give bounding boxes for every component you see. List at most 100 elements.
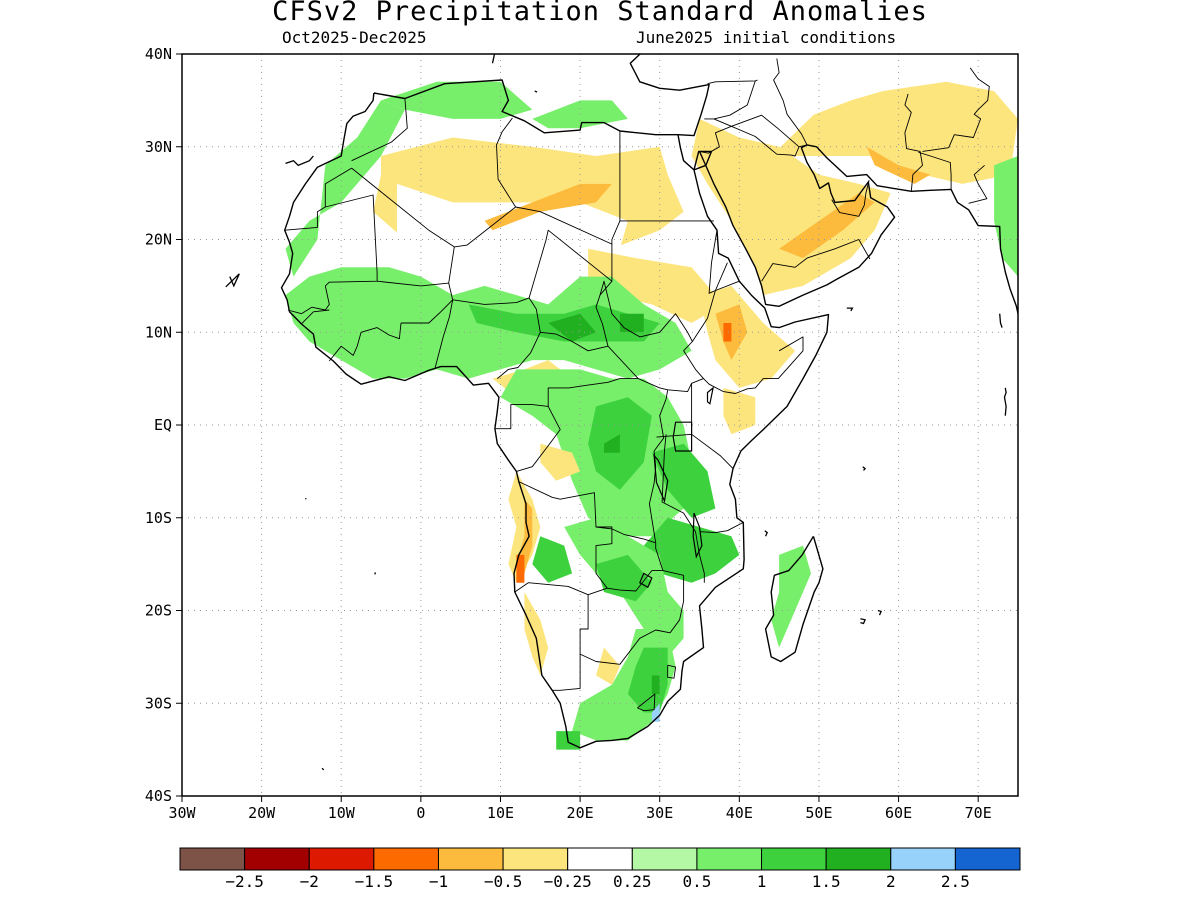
lat-tick-label: 40N (145, 45, 172, 63)
anomaly-region-3 (588, 248, 724, 323)
anomaly-region-27 (596, 554, 652, 602)
legend-label: 0.5 (682, 872, 711, 891)
anomaly-region-8 (747, 72, 851, 119)
country-border-2 (284, 167, 352, 231)
lat-tick-label: 30N (145, 138, 172, 156)
anomaly-region-21 (588, 397, 652, 490)
anomaly-region-34 (508, 471, 541, 583)
island-outline-12 (304, 497, 307, 500)
lon-tick-label: 10E (487, 804, 514, 822)
legend-label: −2.5 (225, 872, 264, 891)
lake-outline-1 (653, 453, 669, 504)
country-border-20 (518, 481, 613, 589)
country-border-0 (351, 117, 517, 248)
legend-label: −1.5 (355, 872, 394, 891)
country-border-43 (922, 67, 990, 152)
lon-tick-label: 60E (885, 804, 912, 822)
lat-tick-label: 40S (145, 787, 172, 805)
country-border-23 (579, 629, 671, 665)
island-outline-11 (374, 572, 377, 575)
anomaly-region-17 (619, 313, 644, 333)
country-border-15 (692, 280, 740, 342)
legend-swatch (179, 847, 246, 871)
legend-swatch (502, 847, 569, 871)
country-border-26 (648, 389, 669, 543)
subtitle-period: Oct2025-Dec2025 (282, 28, 427, 47)
country-border-5 (377, 246, 455, 287)
anomaly-region-36 (516, 554, 525, 583)
lon-tick-label: 10W (328, 804, 356, 822)
island-outline-5 (225, 273, 240, 288)
legend-swatch (890, 847, 956, 871)
coastline-4 (764, 535, 824, 663)
country-border-29 (661, 434, 705, 583)
anomaly-region-13 (285, 100, 405, 277)
country-border-30 (699, 522, 744, 534)
legend-label: −2 (300, 872, 319, 891)
country-border-32 (667, 664, 677, 679)
island-outline-1 (877, 609, 882, 616)
anomaly-region-4 (691, 118, 891, 296)
anomaly-region-37 (524, 592, 549, 676)
legend-swatch (567, 847, 633, 871)
lon-tick-label: 0 (416, 804, 425, 822)
legend-swatch (761, 847, 827, 871)
legend-label: 2.5 (941, 872, 970, 891)
lake-outline-3 (706, 386, 715, 405)
lat-tick-label: 30S (145, 694, 172, 712)
legend-label: −0.25 (544, 872, 592, 891)
legend-swatch (437, 847, 504, 871)
anomaly-region-23 (651, 443, 716, 518)
country-border-31 (637, 693, 656, 712)
anomaly-region-29 (627, 647, 668, 713)
anomaly-region-11 (723, 323, 732, 342)
legend-swatch (954, 847, 1021, 871)
island-outline-10 (491, 54, 496, 64)
island-outline-4 (285, 155, 314, 167)
country-border-1 (351, 98, 408, 162)
island-outline-13 (321, 767, 325, 771)
anomaly-region-9 (699, 285, 796, 388)
country-border-16 (328, 322, 402, 362)
grid-layer (182, 54, 1018, 796)
anomaly-region-39 (596, 647, 620, 685)
legend-label: 1.5 (812, 872, 841, 891)
country-border-4 (324, 194, 378, 287)
color-legend: −2.5 −2 −1.5 −1 −0.5 −0.25 0.25 0.5 1 1.5 2 2.5 (179, 847, 1021, 891)
lon-tick-label: 30W (168, 804, 196, 822)
country-border-12 (540, 331, 609, 352)
country-border-35 (731, 114, 808, 148)
island-outline-6 (862, 466, 867, 471)
country-border-3 (287, 285, 330, 315)
country-border-10 (401, 229, 613, 324)
country-border-8 (595, 244, 804, 394)
country-border-37 (731, 125, 800, 157)
island-outline-8 (999, 313, 1003, 328)
country-border-13 (599, 280, 704, 379)
lat-tick-label: 20N (145, 231, 172, 249)
country-border-44 (968, 164, 988, 204)
lon-tick-label: 20W (248, 804, 276, 822)
anomaly-region-24 (643, 517, 740, 583)
lat-tick-label: 20S (145, 602, 172, 620)
country-border-39 (831, 179, 870, 217)
anomaly-region-35 (516, 499, 533, 574)
island-outline-9 (534, 90, 538, 93)
lake-outline-0 (672, 421, 693, 452)
legend-label: 0.25 (613, 872, 652, 891)
country-border-36 (713, 80, 756, 120)
country-border-25 (595, 526, 664, 571)
country-border-18 (494, 378, 639, 430)
legend-swatch (631, 847, 698, 871)
island-outline-3 (846, 307, 854, 312)
anomaly-region-40 (381, 81, 533, 119)
country-border-38 (761, 239, 871, 282)
country-border-11 (497, 297, 541, 379)
legend-swatch (825, 847, 892, 871)
anomaly-region-22 (604, 434, 620, 453)
legend-swatch (373, 847, 439, 871)
country-border-9 (434, 282, 454, 368)
anomaly-region-7 (866, 146, 931, 184)
